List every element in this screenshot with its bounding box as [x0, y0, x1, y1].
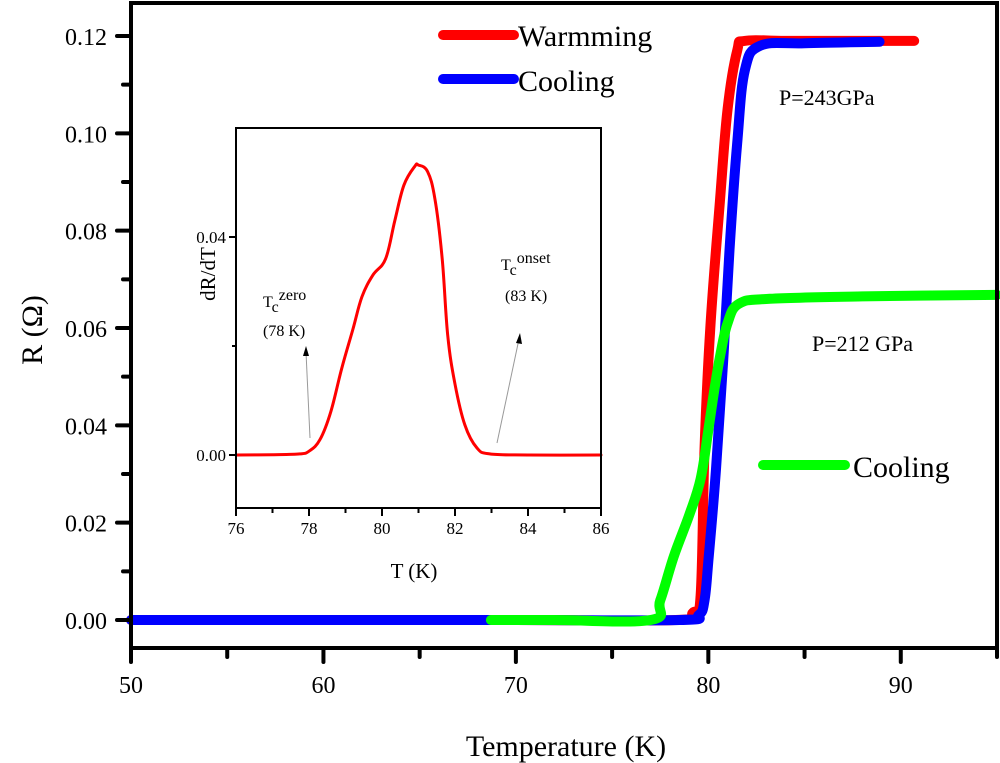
- legend-item-cooling-212: Cooling: [758, 451, 950, 484]
- inset-y-tick-label: 0.00: [196, 446, 226, 465]
- main-x-axis: 50 60 70 80 90: [119, 646, 999, 699]
- main-y-tick-label: 0.02: [65, 512, 107, 538]
- inset-x-axis: 76 78 80 82 84 86: [228, 508, 610, 538]
- inset-plot: 76 78 80 82 84 86 0.000.04 T (K) dR/dT Tczero…: [196, 127, 610, 583]
- main-y-tick-label: 0.12: [65, 25, 107, 51]
- inset-x-tick-label: 76: [228, 519, 245, 538]
- inset-x-tick-label: 82: [447, 519, 464, 538]
- tc-onset-arrow: [496, 338, 520, 444]
- main-y-tick-label: 0.04: [65, 414, 107, 440]
- inset-series-layer: [234, 162, 603, 457]
- main-y-tick-label: 0.00: [65, 609, 107, 635]
- annotation-tc-zero: Tczero (78 K): [263, 287, 311, 439]
- inset-y-axis: 0.00 0.04: [196, 228, 236, 465]
- tc-onset-arrowhead: [516, 333, 522, 344]
- main-x-axis-title: Temperature (K): [466, 730, 666, 763]
- annotation-tc-onset: Tconset (83 K): [496, 250, 551, 444]
- main-y-tick-label: 0.06: [65, 317, 107, 343]
- tc-onset-label: Tconset: [501, 250, 551, 279]
- legend-label-cooling-212: Cooling: [853, 451, 950, 484]
- tc-zero-arrow: [305, 351, 311, 439]
- tc-onset-sup: onset: [517, 250, 551, 267]
- annotation-pressure-243: P=243GPa: [779, 85, 875, 110]
- legend: Warmming Cooling Cooling: [438, 20, 950, 484]
- inset-y-tick-label: 0.04: [196, 228, 226, 247]
- tc-zero-label: Tczero: [263, 287, 306, 316]
- main-series-line-cooling-243: [126, 36, 885, 626]
- tc-onset-sub: c: [510, 262, 517, 279]
- main-y-axis-title: R (Ω): [16, 295, 49, 365]
- tc-zero-base: T: [263, 294, 273, 311]
- legend-label-cooling-243: Cooling: [518, 65, 615, 98]
- tc-zero-value: (78 K): [263, 323, 305, 340]
- inset-background: [236, 128, 601, 508]
- legend-label-warmming: Warmming: [518, 20, 652, 53]
- tc-zero-arrowhead: [303, 346, 309, 356]
- inset-x-tick-label: 78: [301, 519, 318, 538]
- tc-onset-base: T: [501, 257, 511, 274]
- legend-item-warmming: Warmming: [438, 20, 652, 53]
- main-x-tick-label: 80: [696, 673, 720, 699]
- main-y-tick-label: 0.08: [65, 220, 107, 246]
- tc-zero-sup: zero: [279, 287, 307, 304]
- inset-x-tick-label: 86: [593, 519, 610, 538]
- main-x-tick-label: 50: [119, 673, 143, 699]
- inset-x-tick-label: 84: [520, 519, 538, 538]
- main-series-layer: [126, 35, 1000, 627]
- main-x-tick-label: 70: [504, 673, 528, 699]
- inset-x-axis-title: T (K): [391, 559, 438, 583]
- main-plot-frame: [129, 1, 999, 650]
- inset-y-axis-title: dR/dT: [196, 247, 220, 301]
- inset-series-line-dr-dt: [234, 162, 603, 457]
- main-series-line-cooling-212: [485, 289, 1000, 627]
- main-x-tick-label: 60: [311, 673, 335, 699]
- tc-onset-value: (83 K): [505, 288, 547, 305]
- inset-x-tick-label: 80: [374, 519, 391, 538]
- annotation-pressure-212: P=212 GPa: [812, 331, 913, 356]
- tc-zero-sub: c: [272, 299, 279, 316]
- main-x-tick-label: 90: [889, 673, 913, 699]
- main-y-tick-label: 0.10: [65, 122, 107, 148]
- main-y-axis: 0.00 0.02 0.04 0.06 0.08 0.10 0.12: [65, 25, 133, 635]
- legend-item-cooling-243: Cooling: [438, 65, 615, 98]
- main-plot: 50 60 70 80 90 0.000.020.040.060.080.100.12 …: [16, 1, 1000, 763]
